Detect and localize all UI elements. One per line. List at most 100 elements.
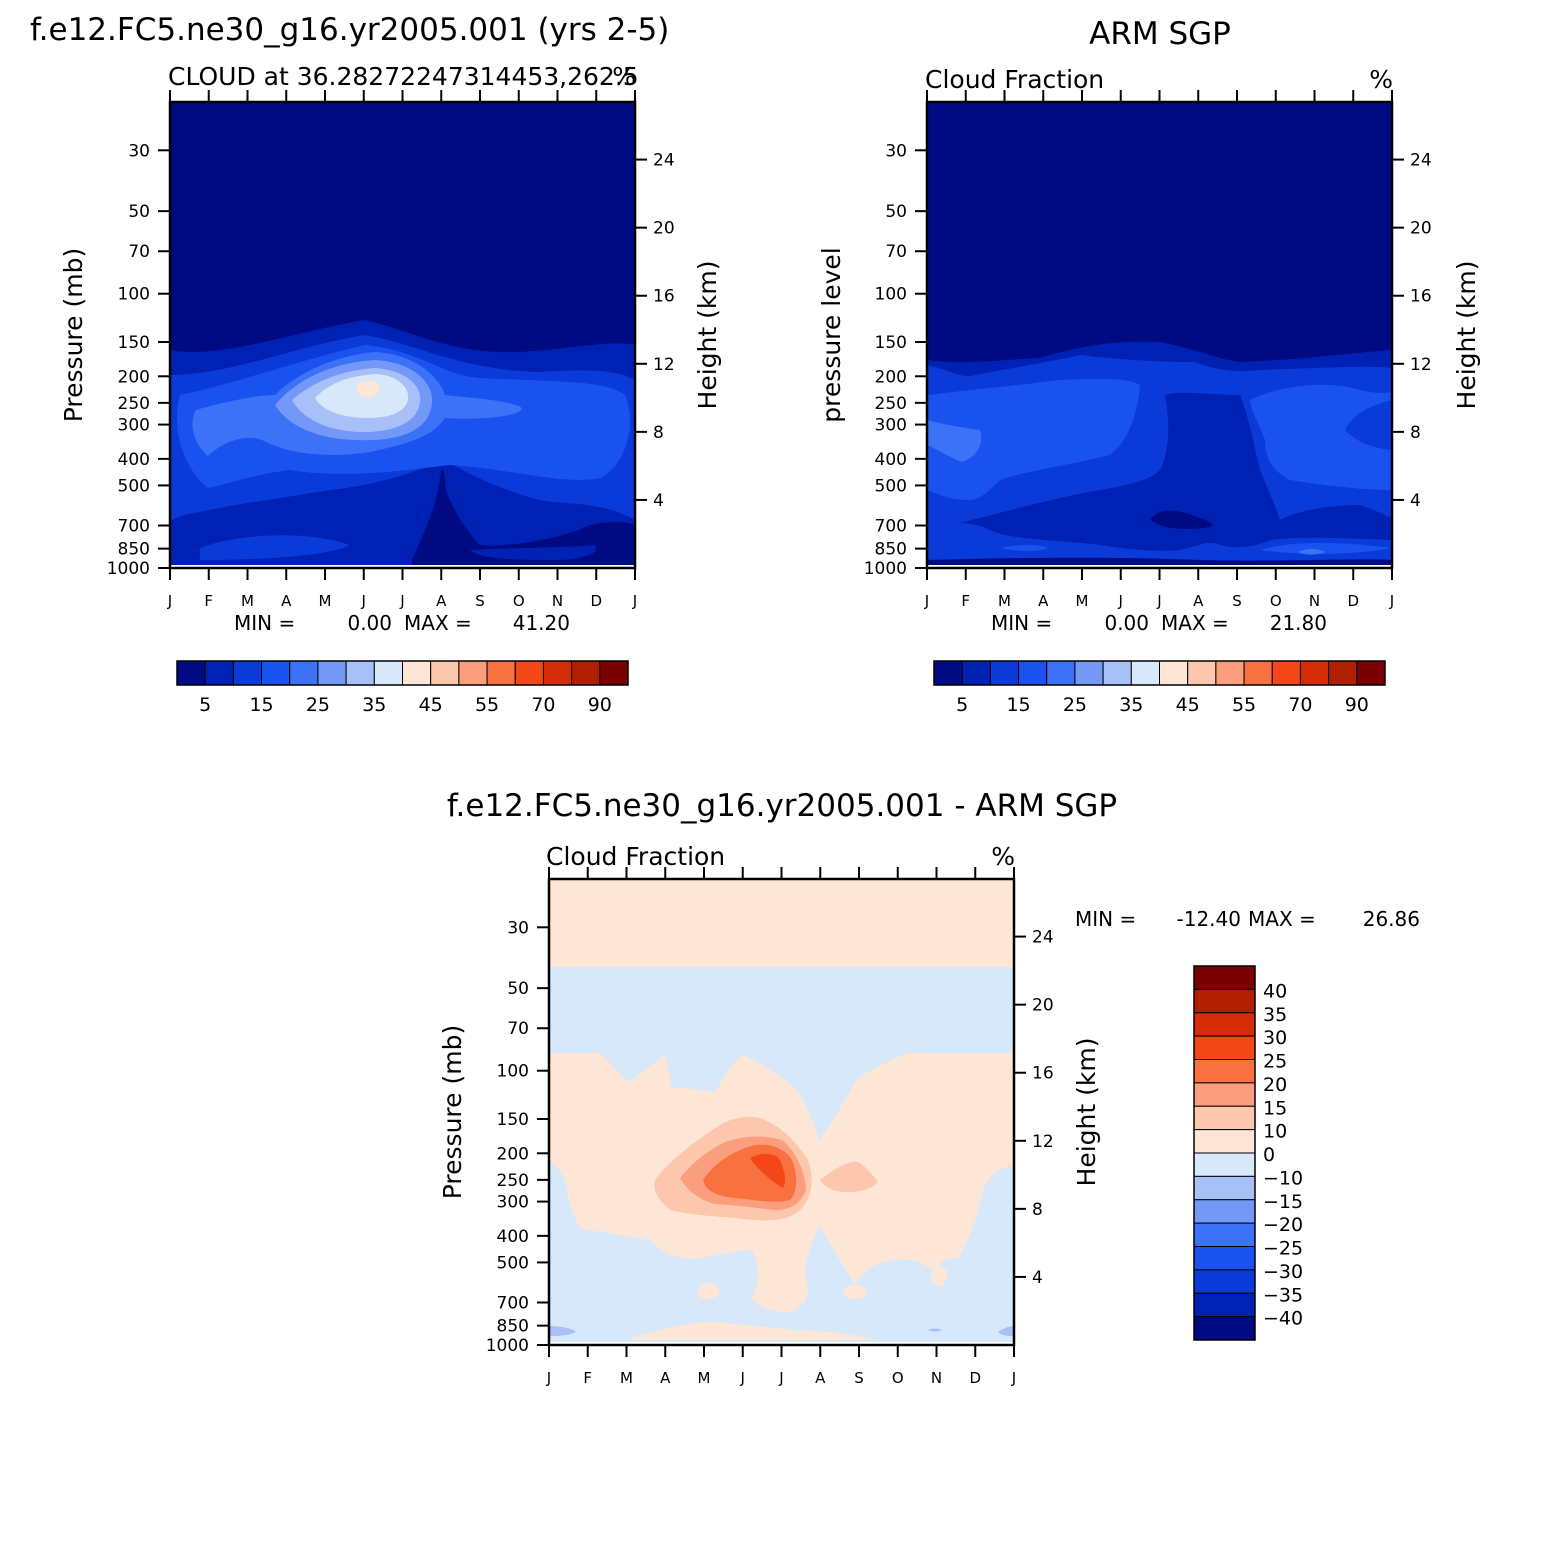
y-tick-label: 150: [497, 1110, 529, 1130]
colorbar-label: 25: [1263, 1051, 1287, 1073]
y-axis-label-left: Pressure (mb): [59, 248, 88, 422]
x-tick-label: S: [854, 1369, 864, 1387]
x-tick-label: O: [892, 1369, 904, 1387]
colorbar-box: [402, 660, 432, 686]
colorbar-box: [261, 660, 291, 686]
colorbar-label: 10: [1263, 1121, 1287, 1143]
x-tick-label: M: [698, 1369, 711, 1387]
panel-left-subtitle: Cloud Fraction: [925, 65, 1104, 94]
colorbar-label: 35: [1263, 1004, 1287, 1026]
colorbar-label: 30: [1263, 1027, 1287, 1049]
colorbar-box: [1193, 1292, 1256, 1318]
contour-field: [927, 102, 1392, 565]
x-tick-label: A: [1038, 592, 1049, 610]
panel-obs: ARM SGP Cloud Fraction % 305070100150200…: [817, 16, 1481, 716]
contour-band: [698, 1282, 720, 1300]
y2-tick-label: 20: [1410, 219, 1432, 239]
colorbar-box: [345, 660, 375, 686]
y2-tick-label: 8: [1410, 423, 1421, 443]
y-tick-label: 150: [118, 333, 150, 353]
y-tick-label: 500: [118, 476, 150, 496]
colorbar-label: 45: [419, 694, 443, 716]
colorbar-box: [204, 660, 234, 686]
x-tick-label: N: [931, 1369, 942, 1387]
contour-band: [1345, 400, 1392, 450]
colorbar-box: [1159, 660, 1189, 686]
colorbar-box: [1187, 660, 1217, 686]
colorbar-box: [1193, 1012, 1256, 1037]
x-tick-label: A: [660, 1369, 671, 1387]
y-tick-label: 70: [885, 242, 907, 262]
colorbar-label: −30: [1263, 1261, 1303, 1283]
x-tick-label: A: [281, 592, 292, 610]
y-tick-label: 500: [875, 476, 907, 496]
colorbar: 5 15 25 35 45 55 70 90: [176, 660, 629, 716]
contour-band: [750, 1153, 786, 1188]
y-tick-label: 30: [885, 141, 907, 161]
colorbar-box: [1018, 660, 1048, 686]
y-tick-label: 850: [497, 1317, 529, 1337]
colorbar-box: [1193, 1105, 1256, 1131]
colorbar-label: 90: [1345, 694, 1369, 716]
x-tick-label: J: [1118, 592, 1123, 610]
colorbar-box: [1193, 1035, 1256, 1060]
contour-band: [998, 1326, 1014, 1336]
x-tick-label: O: [513, 592, 525, 610]
colorbar-label: 45: [1176, 694, 1200, 716]
y-tick-label: 200: [875, 367, 907, 387]
y-axis-label-left: pressure level: [817, 247, 846, 422]
contour-band: [820, 1161, 878, 1192]
contour-band: [842, 1284, 868, 1300]
contour-band: [1250, 384, 1392, 490]
colorbar-box: [1102, 660, 1132, 686]
y-tick-label: 250: [497, 1171, 529, 1191]
y2-tick-label: 4: [653, 491, 664, 511]
x-tick-label: D: [1347, 592, 1359, 610]
y-tick-label: 850: [118, 540, 150, 560]
x-tick-label: A: [1193, 592, 1204, 610]
y-tick-label: 200: [118, 367, 150, 387]
y-tick-label: 30: [507, 918, 529, 938]
colorbar-box: [542, 660, 573, 686]
contour-band: [356, 380, 380, 398]
colorbar-box: [933, 660, 963, 686]
max-label: MAX =: [404, 611, 472, 635]
min-label: MIN =: [234, 611, 295, 635]
colorbar-box: [961, 660, 991, 686]
colorbar-box: [430, 660, 460, 686]
colorbar-label: −10: [1263, 1167, 1303, 1189]
y-tick-label: 100: [875, 285, 907, 305]
y2-tick-label: 8: [1032, 1200, 1043, 1220]
colorbar-label: 20: [1263, 1074, 1287, 1096]
y-tick-label: 250: [118, 394, 150, 414]
y2-tick-label: 16: [653, 287, 675, 307]
colorbar-box: [989, 660, 1020, 686]
y-tick-label: 300: [875, 416, 907, 436]
colorbar-label: 25: [1063, 694, 1087, 716]
y-axis-label-left: Pressure (mb): [438, 1025, 467, 1199]
min-value: 0.00: [1104, 611, 1149, 635]
colorbar-box: [599, 660, 629, 686]
colorbar-label: 15: [1263, 1097, 1287, 1119]
colorbar-box: [317, 660, 347, 686]
x-tick-label: M: [998, 592, 1011, 610]
min-value: 0.00: [347, 611, 392, 635]
contour-field: [170, 102, 635, 565]
x-tick-label: J: [167, 592, 172, 610]
min-label: MIN =: [1075, 907, 1136, 931]
contour-band: [1150, 510, 1213, 530]
panel-model: f.e12.FC5.ne30_g16.yr2005.001 (yrs 2-5) …: [30, 12, 722, 716]
y2-tick-label: 12: [1032, 1132, 1054, 1152]
colorbar-label: 0: [1263, 1144, 1275, 1166]
y-tick-label: 400: [497, 1227, 529, 1247]
x-tick-label: J: [924, 592, 929, 610]
contour-band: [930, 1265, 948, 1287]
panel-units: %: [1369, 65, 1393, 94]
x-tick-label: N: [1309, 592, 1320, 610]
y-tick-label: 700: [875, 517, 907, 537]
y2-tick-label: 16: [1410, 287, 1432, 307]
contour-band: [630, 1322, 880, 1340]
colorbar-label: 70: [531, 694, 555, 716]
y-tick-label: 400: [118, 450, 150, 470]
panel-diff: f.e12.FC5.ne30_g16.yr2005.001 - ARM SGP …: [438, 788, 1420, 1387]
